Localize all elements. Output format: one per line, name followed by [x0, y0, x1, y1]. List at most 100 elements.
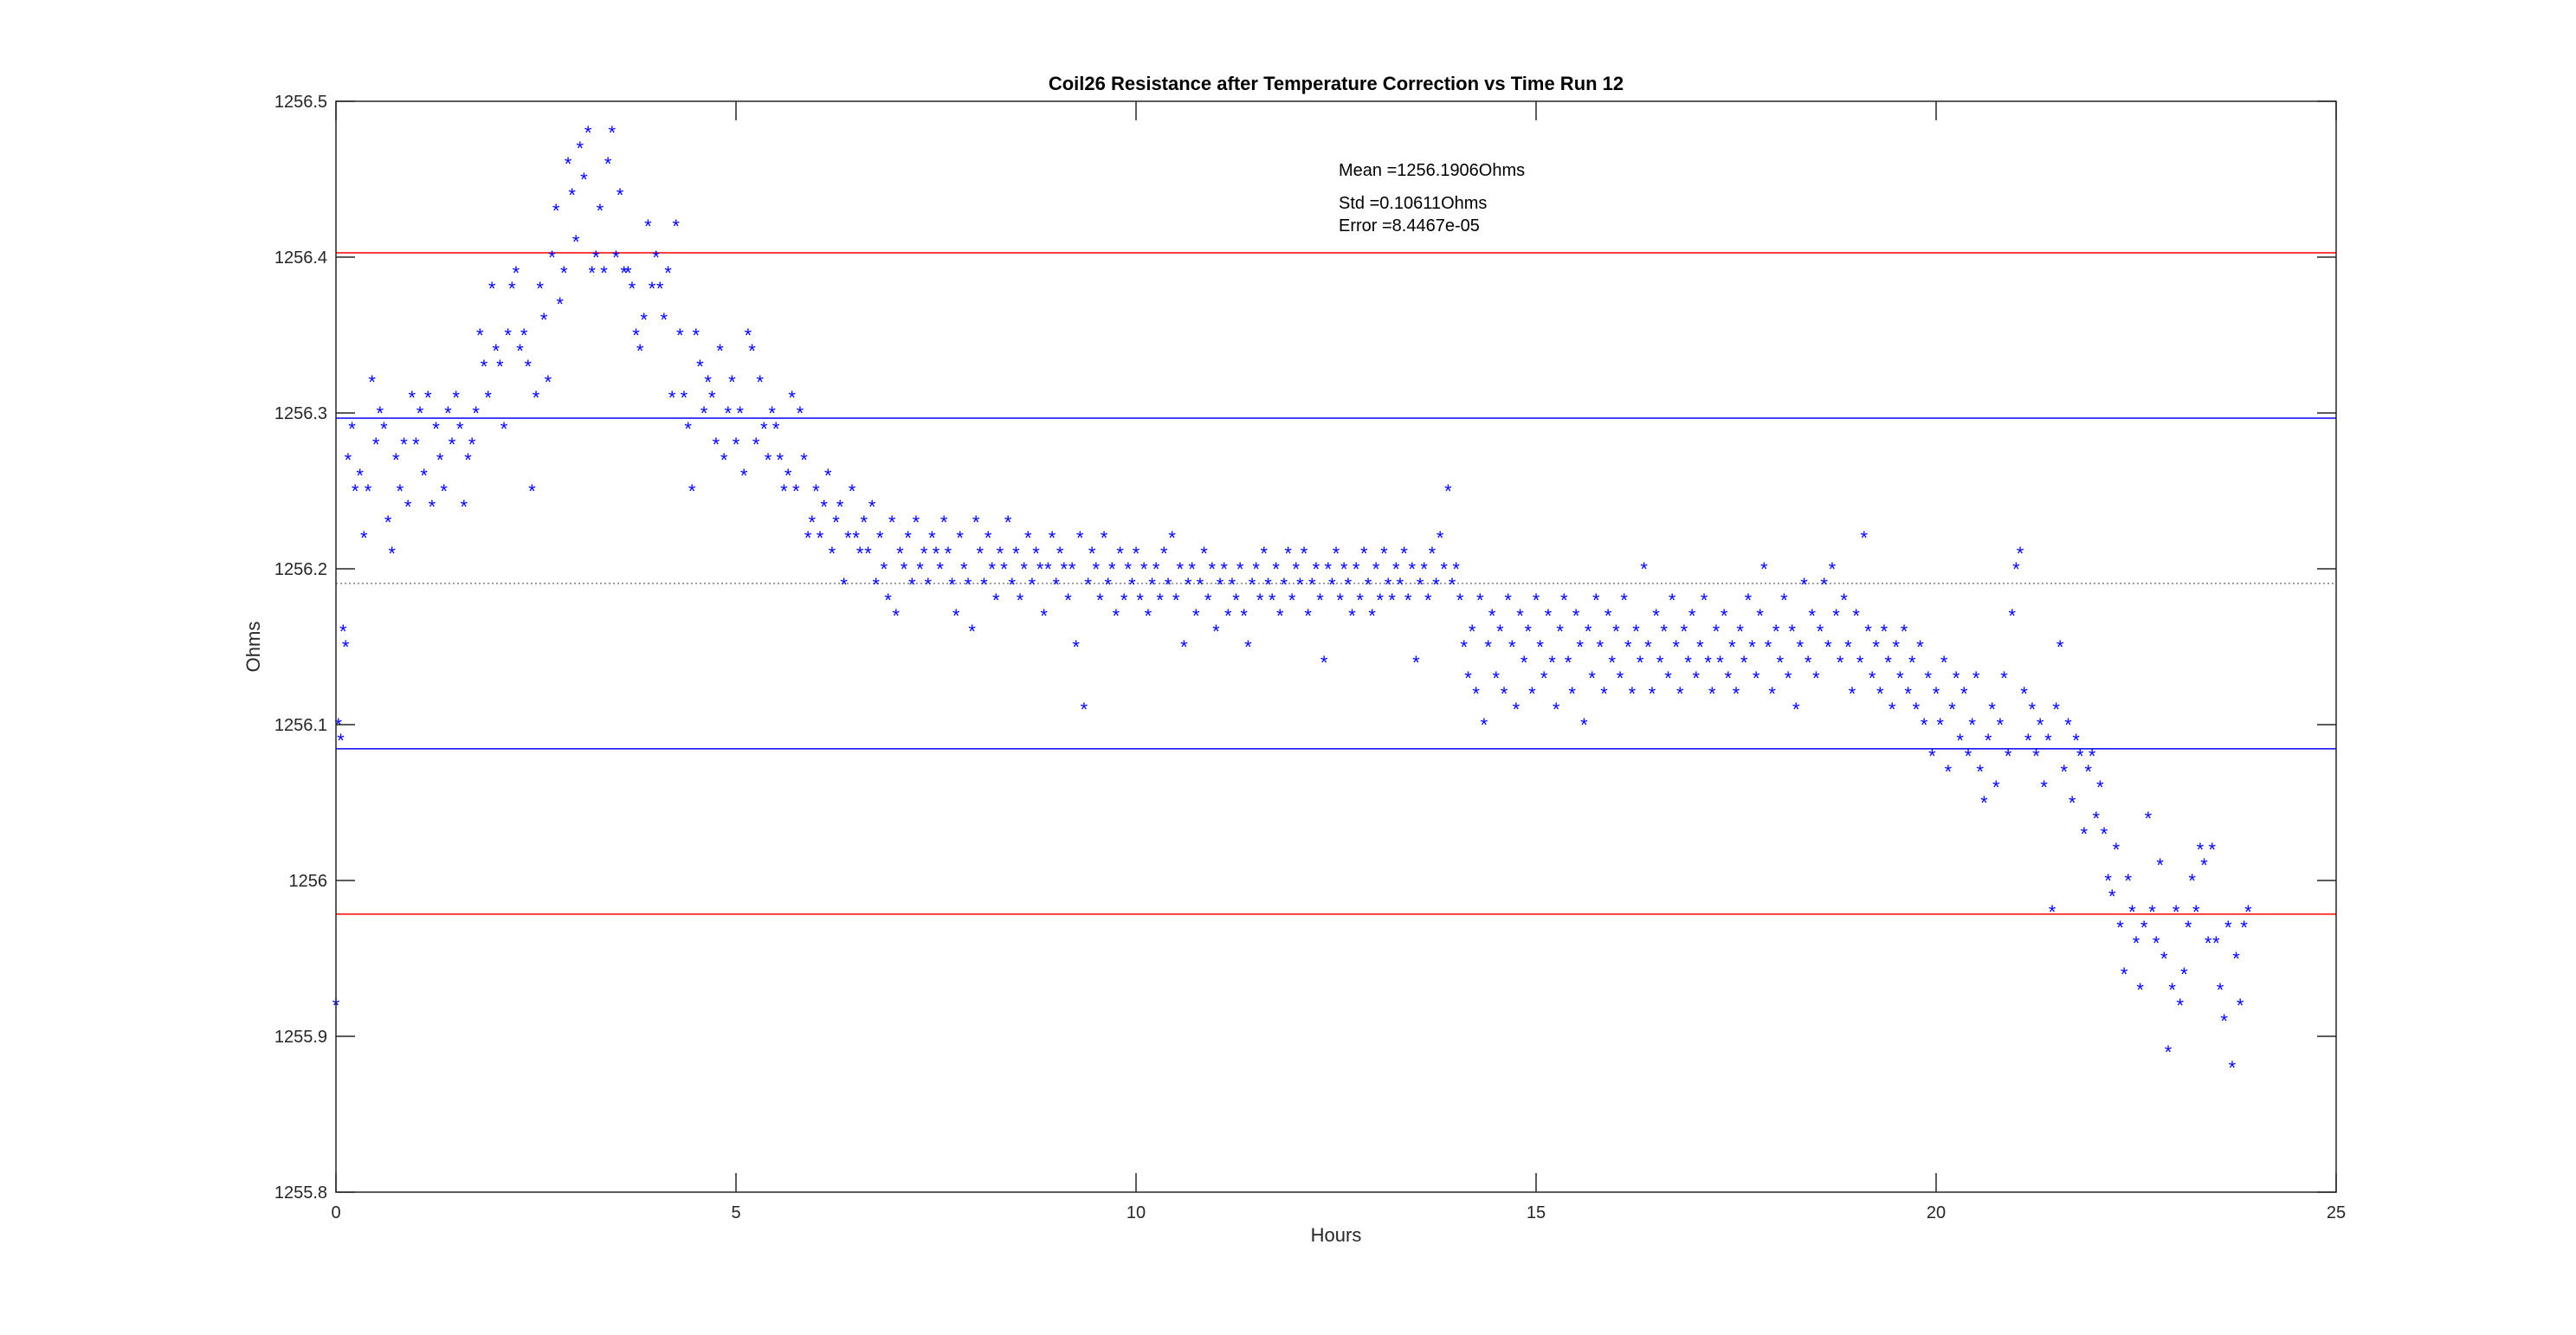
data-point: * [2237, 995, 2244, 1016]
x-axis-label: Hours [1311, 1224, 1362, 1246]
data-point: * [1652, 605, 1660, 627]
data-point: * [1701, 590, 1708, 611]
data-point: * [980, 574, 988, 596]
data-point: * [1276, 605, 1284, 627]
data-point: * [609, 122, 617, 144]
data-point: * [1400, 543, 1408, 564]
data-point: * [1093, 558, 1101, 580]
data-point: * [1493, 668, 1501, 689]
data-point: * [1356, 590, 1364, 611]
data-point: * [1696, 636, 1704, 658]
data-point: * [1780, 590, 1788, 611]
data-point: * [1017, 590, 1024, 611]
data-point: * [1056, 543, 1064, 564]
data-point: * [640, 309, 648, 331]
data-point: * [2229, 1057, 2237, 1079]
data-point: * [888, 512, 896, 533]
data-point: * [420, 465, 428, 487]
data-point: * [2049, 901, 2056, 923]
data-point: * [661, 309, 668, 331]
data-point: * [1881, 621, 1888, 642]
data-point: * [1785, 668, 1792, 689]
data-point: * [1684, 652, 1692, 674]
data-point: * [429, 496, 436, 518]
data-point: * [1921, 714, 1928, 736]
data-point: * [1264, 574, 1272, 596]
data-point: * [624, 262, 632, 284]
data-point: * [1765, 636, 1772, 658]
data-point: * [636, 340, 644, 362]
data-point: * [2165, 1042, 2172, 1063]
data-point: * [2104, 870, 2112, 892]
data-point: * [1577, 636, 1585, 658]
data-point: * [1365, 574, 1372, 596]
data-point: * [461, 496, 468, 518]
data-point: * [1072, 636, 1080, 658]
y-axis-label: Ohms [242, 622, 264, 673]
data-point: * [1832, 605, 1840, 627]
data-point: * [339, 621, 347, 642]
data-point: * [925, 574, 933, 596]
data-point: * [849, 480, 856, 502]
data-point: * [1420, 558, 1428, 580]
data-point: * [1272, 558, 1280, 580]
data-point: * [1461, 636, 1469, 658]
data-point: * [772, 418, 780, 440]
data-point: * [1240, 605, 1248, 627]
data-point: * [997, 543, 1004, 564]
data-point: * [1876, 683, 1884, 705]
data-point: * [2205, 932, 2212, 954]
data-point: * [836, 496, 844, 518]
data-point: * [1956, 730, 1964, 751]
data-point: * [1988, 699, 1996, 720]
data-point: * [840, 574, 848, 596]
data-point: * [1904, 683, 1912, 705]
data-point: * [1172, 590, 1180, 611]
data-point: * [2005, 745, 2012, 767]
data-point: * [1644, 636, 1652, 658]
data-point: * [1197, 574, 1204, 596]
data-point: * [784, 465, 792, 487]
data-point: * [1432, 574, 1440, 596]
data-point: * [1249, 574, 1256, 596]
data-point: * [2101, 823, 2108, 845]
data-point: * [2108, 886, 2116, 907]
data-point: * [1908, 652, 1916, 674]
data-point: * [1024, 527, 1032, 549]
data-point: * [2116, 917, 2124, 938]
data-point: * [1872, 636, 1880, 658]
data-point: * [1580, 714, 1588, 736]
data-point: * [1456, 590, 1464, 611]
data-point: * [1721, 605, 1728, 627]
y-tick-label: 1256.5 [274, 93, 327, 112]
data-point: * [768, 403, 776, 424]
data-point: * [1940, 652, 1948, 674]
data-point: * [372, 434, 380, 455]
data-point: * [684, 418, 692, 440]
data-point: * [1304, 605, 1312, 627]
data-point: * [1985, 730, 1992, 751]
data-point: * [1388, 590, 1396, 611]
data-point: * [1165, 574, 1172, 596]
data-point: * [1088, 543, 1096, 564]
data-point: * [788, 387, 796, 409]
data-point: * [2093, 808, 2101, 829]
data-point: * [1116, 543, 1124, 564]
data-point: * [1560, 590, 1568, 611]
data-point: * [500, 418, 508, 440]
data-point: * [1545, 605, 1553, 627]
data-point: * [864, 543, 872, 564]
data-point: * [588, 262, 596, 284]
data-point: * [2232, 948, 2240, 970]
data-point: * [861, 512, 868, 533]
data-point: * [1177, 558, 1185, 580]
data-point: * [1728, 636, 1736, 658]
data-point: * [856, 543, 864, 564]
data-point: * [1125, 558, 1133, 580]
data-point: * [565, 153, 572, 175]
data-point: * [780, 480, 788, 502]
data-point: * [533, 387, 540, 409]
data-point: * [2012, 558, 2020, 580]
x-axis-ticks: 0 5 10 15 20 25 [331, 101, 2346, 1222]
data-point: * [2072, 730, 2080, 751]
